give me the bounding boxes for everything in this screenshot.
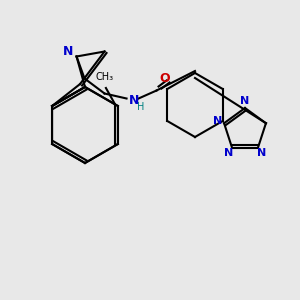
Text: N: N [240,96,250,106]
Text: N: N [257,148,266,158]
Text: N: N [128,94,139,107]
Text: N: N [63,45,74,58]
Text: N: N [224,148,233,158]
Text: H: H [136,101,144,112]
Text: N: N [213,116,222,126]
Text: O: O [159,72,170,85]
Text: CH₃: CH₃ [96,72,114,82]
